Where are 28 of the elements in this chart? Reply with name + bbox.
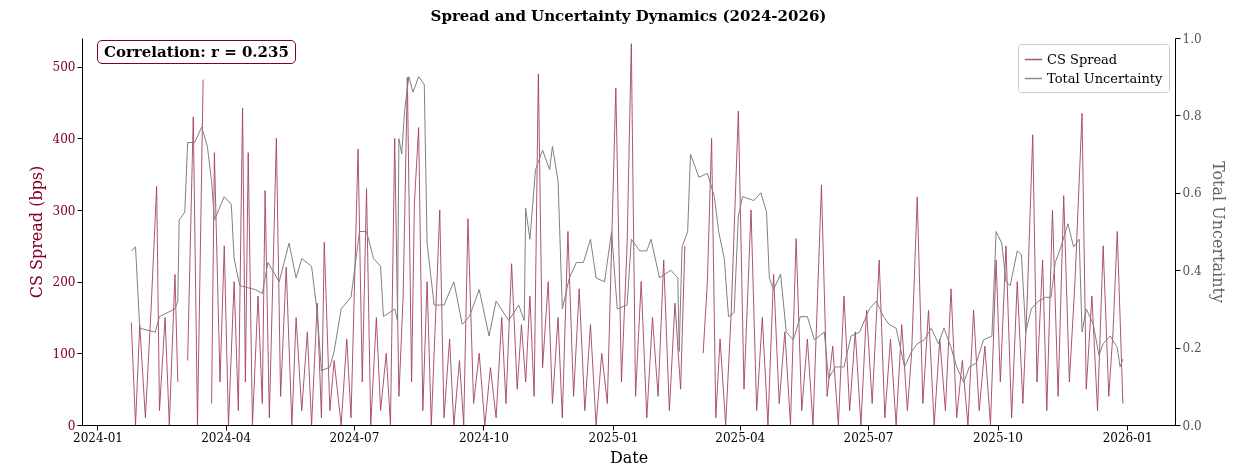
y2-tick-label: 0.8 [1182,108,1202,123]
y2-tick-label: 0.2 [1182,341,1202,356]
y-tick-label: 300 [52,203,76,218]
annotation: Correlation: r = 0.235 [97,40,296,64]
x-tick-label: 2025-10 [973,430,1023,445]
x-tick-label: 2025-01 [588,430,639,445]
y-tick-label: 100 [52,346,76,361]
y-tick-label: 500 [52,60,76,75]
x-tick-label: 2025-04 [715,430,766,445]
x-tick-label: 2026-01 [1102,430,1153,445]
y-tick-label: 0 [67,418,76,433]
x-tick-label: 2024-04 [201,430,252,445]
chart-title: Spread and Uncertainty Dynamics (2024-2026) [430,7,827,25]
x-tick-label: 2024-10 [458,430,509,445]
y-tick-label: 400 [52,131,76,146]
y-axis-title: CS Spread (bps) [26,165,46,299]
y2-tick-label: 0.4 [1182,263,1202,278]
y2-tick-label: 0.0 [1182,418,1202,433]
legend-label: Total Uncertainty [1047,70,1163,86]
x-tick-label: 2024-01 [73,430,123,445]
y2-tick-label: 0.6 [1182,186,1202,201]
x-tick-label: 2024-07 [329,430,380,445]
y2-tick-label: 1.0 [1182,31,1202,46]
x-axis-title: Date [609,447,649,467]
y-tick-label: 200 [52,275,76,290]
legend-label: CS Spread [1047,51,1118,67]
x-tick-label: 2025-07 [843,430,894,445]
y2-axis-title: Total Uncertainty [1208,161,1228,303]
